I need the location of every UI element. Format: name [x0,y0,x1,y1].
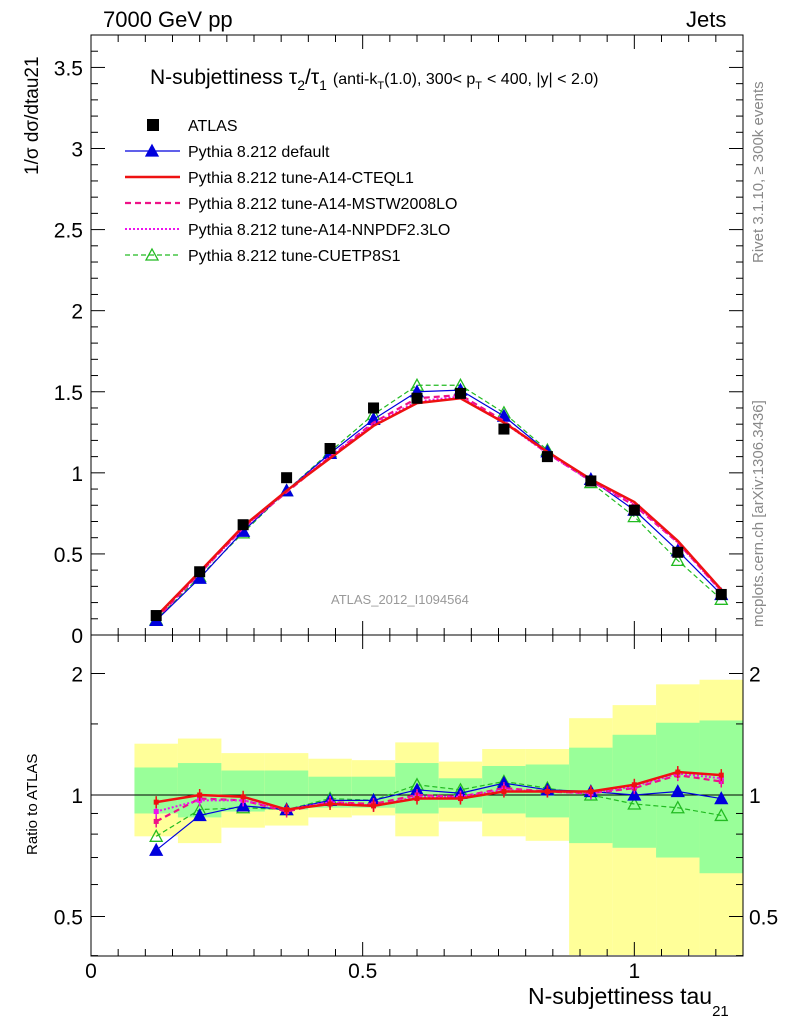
atlas-data-point [237,519,249,531]
main-line-5 [155,384,722,621]
y-tick-label: 3 [71,139,83,162]
ratio-point [153,799,159,805]
atlas-data-point [628,504,640,516]
legend-label-5: Pythia 8.212 tune-CUETP8S1 [188,248,401,265]
x-tick-label: 0 [85,960,97,983]
atlas-data-point [368,402,380,414]
analysis-watermark: ATLAS_2012_I1094564 [331,592,469,607]
ratio-tick-label: 1 [71,785,83,808]
open-triangle-marker [149,828,164,842]
main-line-4 [155,395,723,618]
atlas-data-point [454,387,466,399]
ratio-point [284,807,290,813]
open-triangle-marker [714,808,729,822]
atlas-data-point [541,451,553,463]
y-tick-label: 0 [71,625,83,648]
ratio-tick-label: 2 [71,664,83,687]
plot-title: N-subjettiness τ2/τ1 (anti-kT(1.0), 300< … [150,66,599,93]
ratio-point [414,796,420,802]
ratio-point [631,782,637,788]
open-triangle-marker [670,553,685,567]
open-triangle-marker [627,796,642,810]
ratio-line-2 [155,774,722,823]
mcplots-label: mcplots.cern.ch [arXiv:1306.3436] [750,400,767,627]
ratio-tick-label: 0.5 [54,907,83,930]
ratio-point [501,789,507,795]
y-tick-label: 2.5 [54,220,83,243]
y-tick-label: 1 [71,463,83,486]
header-energy: 7000 GeV pp [103,7,233,32]
ratio-point [588,789,594,795]
triangle-marker [714,791,729,805]
open-triangle-marker [670,800,685,814]
ratio-point [544,789,550,795]
atlas-data-point [715,588,727,600]
ratio-series [149,766,729,856]
legend-label-4: Pythia 8.212 tune-A14-NNPDF2.3LO [188,222,450,239]
ratio-line-1 [155,770,722,811]
atlas-data-point [324,443,336,455]
axes: 0 0.5 1 1.5 2 2.5 3 3.5 0 0.5 1 0.5 0.5 1 1 2 2 [54,34,778,983]
legend-label-0: ATLAS [188,118,238,135]
legend-label-2: Pythia 8.212 tune-A14-CTEQL1 [188,170,414,187]
x-axis-title: N-subjettiness tau21 [528,983,729,1020]
atlas-data-point [150,610,162,622]
main-line-1 [155,389,722,621]
triangle-marker [627,787,642,801]
y-tick-label: 2 [71,301,83,324]
y-tick-label: 3.5 [54,57,83,80]
legend: ATLAS Pythia 8.212 default Pythia 8.212 tu… [125,118,457,265]
triangle-marker [366,411,381,425]
legend-marker-atlas [147,119,159,131]
ratio-tick-label: 1 [749,785,761,808]
open-triangle-marker [627,509,642,523]
triangle-marker [670,784,685,798]
atlas-data-point [672,546,684,558]
atlas-data-point [194,566,206,578]
main-line-2 [155,396,723,618]
atlas-data-point [281,472,293,484]
ratio-point [457,796,463,802]
rivet-label: Rivet 3.1.10, ≥ 300k events [750,81,767,263]
y-axis-title: 1/σ dσ/dtau21 [22,56,43,175]
ratio-point [718,772,724,778]
legend-label-1: Pythia 8.212 default [188,144,330,161]
ratio-point [371,803,377,809]
ratio-point [240,794,246,800]
y-tick-label: 0.5 [54,544,83,567]
ratio-line-3 [155,772,722,813]
triangle-marker [144,143,160,157]
ratio-point [675,769,681,775]
ratio-point [327,801,333,807]
ratio-point [153,809,159,815]
ratio-line-0 [155,782,722,851]
ratio-axis-title: Ratio to ATLAS [24,754,41,855]
x-tick-label: 1 [628,960,640,983]
ratio-point [153,818,159,824]
header-jets: Jets [686,7,727,32]
main-series [149,377,729,627]
uncertainty-bands [134,679,743,955]
atlas-data-point [585,475,597,487]
ratio-tick-label: 2 [749,664,761,687]
legend-label-3: Pythia 8.212 tune-A14-MSTW2008LO [188,196,457,213]
triangle-marker [149,842,164,856]
atlas-data-point [411,392,423,404]
x-tick-label: 0.5 [348,960,377,983]
ratio-tick-label: 0.5 [749,907,778,930]
ratio-point [197,792,203,798]
y-tick-label: 1.5 [54,382,83,405]
atlas-data-point [498,423,510,435]
open-triangle-marker [144,247,160,261]
triangle-marker [192,808,207,822]
